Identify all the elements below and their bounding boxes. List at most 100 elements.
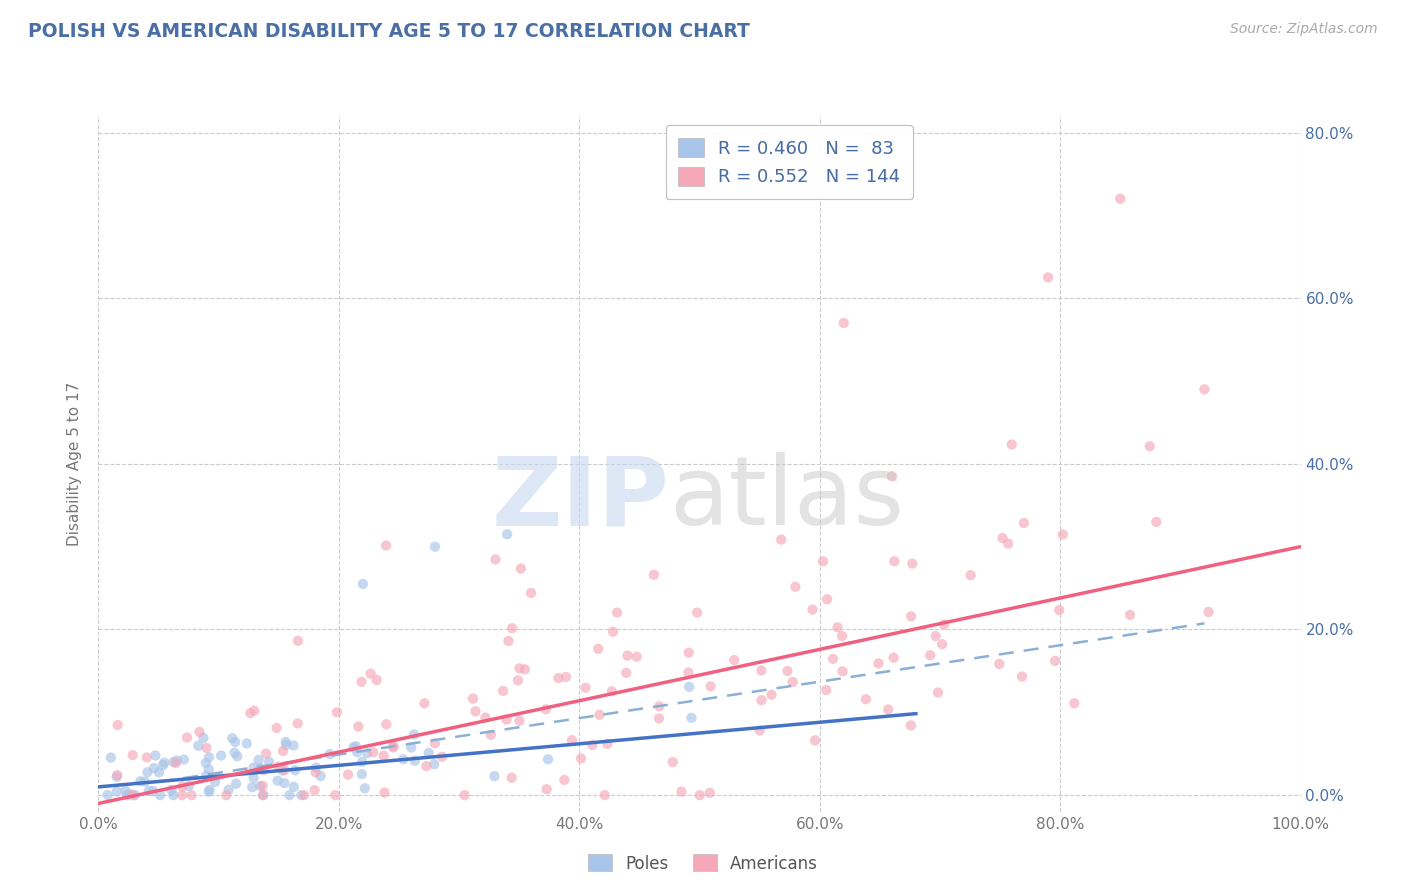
Point [326, 705, 349, 719]
Point [323, 788, 346, 802]
Point [136, 765, 159, 780]
Point [198, 750, 221, 764]
Point [105, 784, 128, 798]
Point [686, 606, 709, 620]
Point [877, 702, 900, 716]
Point [616, 648, 638, 663]
Point [925, 629, 948, 643]
Point [115, 788, 138, 802]
Point [880, 469, 903, 483]
Point [1012, 516, 1035, 530]
Point [1036, 270, 1059, 285]
Point [274, 738, 297, 752]
Point [430, 749, 453, 764]
Point [415, 759, 437, 773]
Point [498, 634, 520, 648]
Point [1052, 527, 1074, 541]
Point [347, 719, 370, 733]
Point [761, 688, 783, 702]
Point [242, 760, 264, 774]
Point [153, 756, 176, 770]
Point [988, 657, 1011, 671]
Point [678, 665, 700, 680]
Point [197, 785, 219, 799]
Point [148, 765, 170, 780]
Point [501, 771, 523, 785]
Text: ZIP: ZIP [492, 452, 669, 545]
Point [252, 779, 274, 793]
Point [198, 763, 221, 777]
Point [699, 786, 721, 800]
Point [287, 716, 309, 731]
Point [287, 633, 309, 648]
Point [172, 780, 194, 794]
Point [626, 649, 648, 664]
Point [221, 731, 243, 746]
Point [342, 740, 364, 755]
Point [375, 539, 398, 553]
Point [508, 661, 530, 675]
Point [309, 769, 332, 783]
Point [1119, 607, 1142, 622]
Point [350, 767, 373, 781]
Point [555, 670, 578, 684]
Point [402, 727, 425, 741]
Point [204, 775, 226, 789]
Point [927, 685, 949, 699]
Point [782, 675, 804, 690]
Point [536, 782, 558, 797]
Point [399, 740, 422, 755]
Point [226, 749, 249, 764]
Point [274, 735, 297, 749]
Point [832, 316, 855, 330]
Point [827, 620, 849, 634]
Point [931, 637, 953, 651]
Point [107, 718, 129, 732]
Point [195, 769, 218, 783]
Point [166, 754, 188, 768]
Point [304, 783, 326, 797]
Point [453, 788, 475, 802]
Point [239, 706, 262, 720]
Point [247, 753, 270, 767]
Point [831, 665, 853, 679]
Point [751, 693, 773, 707]
Legend: R = 0.460   N =  83, R = 0.552   N = 144: R = 0.460 N = 83, R = 0.552 N = 144 [665, 125, 912, 199]
Point [225, 777, 247, 791]
Point [883, 554, 905, 568]
Point [162, 788, 184, 802]
Point [506, 673, 529, 688]
Point [831, 629, 853, 643]
Point [815, 592, 838, 607]
Point [901, 557, 924, 571]
Point [997, 536, 1019, 550]
Point [815, 683, 838, 698]
Point [932, 617, 955, 632]
Point [581, 738, 603, 752]
Point [305, 760, 328, 774]
Point [284, 764, 307, 778]
Point [508, 714, 530, 728]
Point [224, 735, 246, 749]
Point [215, 788, 238, 802]
Point [602, 624, 624, 639]
Point [484, 769, 506, 783]
Point [124, 788, 146, 802]
Point [418, 746, 440, 760]
Point [534, 702, 557, 716]
Point [142, 784, 165, 798]
Point [678, 680, 700, 694]
Point [350, 674, 373, 689]
Point [173, 753, 195, 767]
Point [900, 718, 922, 732]
Point [352, 577, 374, 591]
Point [392, 752, 415, 766]
Point [224, 746, 246, 760]
Point [118, 787, 141, 801]
Point [855, 692, 877, 706]
Point [356, 747, 378, 761]
Point [252, 788, 274, 802]
Point [195, 740, 218, 755]
Point [135, 750, 157, 764]
Point [868, 657, 890, 671]
